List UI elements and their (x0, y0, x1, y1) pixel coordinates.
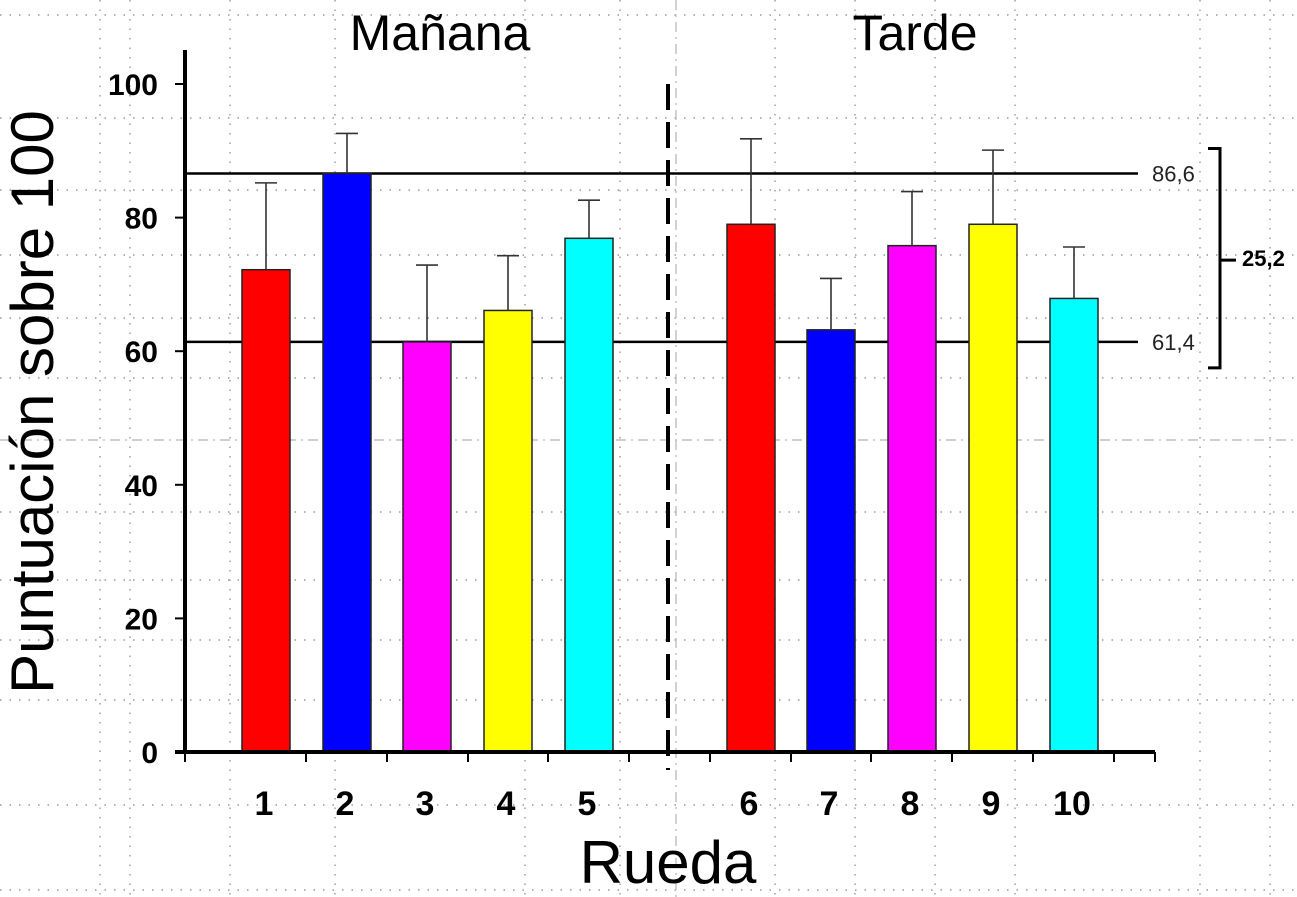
x-tick-label: 6 (740, 785, 759, 823)
range-label: 25,2 (1242, 246, 1285, 271)
range-annotation: 25,2 (1208, 147, 1285, 370)
y-axis-title: Puntuación sobre 100 (0, 110, 66, 694)
x-tick-label: 8 (901, 785, 920, 823)
y-tick-labels: 0 20 40 60 80 100 (108, 69, 158, 770)
bar-4 (483, 309, 533, 753)
bar-7 (806, 329, 856, 753)
error-bars (255, 132, 1085, 342)
y-tick-label: 40 (125, 470, 158, 503)
bar-8 (887, 244, 937, 753)
x-tick-label: 7 (820, 785, 839, 823)
bars (241, 172, 1099, 753)
x-tick-labels: 1 2 3 4 5 6 7 8 9 10 (255, 785, 1091, 823)
x-tick-label: 3 (416, 785, 435, 823)
y-tick-label: 100 (108, 69, 158, 102)
group-title: Mañana (350, 5, 531, 61)
x-tick-label: 5 (578, 785, 597, 823)
bar-3 (402, 341, 452, 753)
x-tick-label: 9 (982, 785, 1001, 823)
x-axis-title: Rueda (580, 829, 757, 896)
bar-1 (241, 268, 291, 753)
x-tick-label: 2 (336, 785, 355, 823)
range-bracket (1208, 147, 1236, 370)
group-title: Tarde (852, 5, 977, 61)
x-tick-label: 1 (255, 785, 274, 823)
group-titles: Mañana Tarde (350, 5, 978, 61)
y-tick-label: 0 (141, 737, 158, 770)
x-tick-label: 10 (1053, 785, 1091, 823)
y-tick-label: 60 (125, 336, 158, 369)
axes (175, 50, 1156, 770)
y-tick-label: 20 (125, 603, 158, 636)
bar-2 (322, 172, 372, 753)
bar-6 (726, 223, 776, 753)
y-tick-label: 80 (125, 203, 158, 236)
bar-9 (968, 223, 1018, 753)
x-tick-label: 4 (497, 785, 516, 823)
bar-5 (564, 237, 614, 753)
reference-line-label: 61,4 (1152, 330, 1195, 355)
bar-10 (1049, 297, 1099, 753)
reference-line-label: 86,6 (1152, 162, 1195, 187)
